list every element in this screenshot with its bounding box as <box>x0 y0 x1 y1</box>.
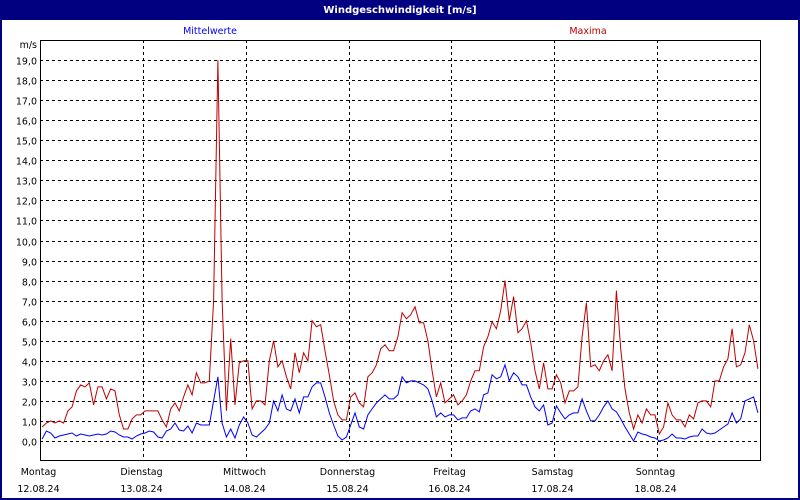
y-tick-label: 4,0 <box>22 358 37 369</box>
y-tick-label: 9,0 <box>22 258 37 269</box>
x-date-label: 16.08.24 <box>428 484 470 495</box>
y-axis: 0,0 1,0 2,0 3,0 4,0 5,0 6,0 7,0 8,0 9,0 10,0 11,0 12… <box>16 57 37 449</box>
y-tick-label: 15,0 <box>16 137 37 148</box>
y-tick-label: 14,0 <box>16 157 37 168</box>
x-day-label: Donnerstag <box>320 467 375 478</box>
y-axis-label: m/s <box>20 40 37 51</box>
y-tick-label: 0,0 <box>22 438 37 449</box>
x-date-label: 15.08.24 <box>326 484 368 495</box>
y-tick-label: 17,0 <box>16 97 37 108</box>
y-tick-label: 19,0 <box>16 57 37 68</box>
x-date-label: 14.08.24 <box>223 484 265 495</box>
y-tick-label: 16,0 <box>16 117 37 128</box>
x-date-label: 17.08.24 <box>531 484 573 495</box>
y-tick-label: 6,0 <box>22 318 37 329</box>
x-axis: Montag 12.08.24 Dienstag 13.08.24 Mittwoch 14… <box>17 467 676 495</box>
plot-frame <box>40 40 761 461</box>
legend-maxima: Maxima <box>569 26 606 37</box>
x-day-label: Montag <box>21 467 57 478</box>
series-lines <box>41 60 759 443</box>
legend-mittelwerte: Mittelwerte <box>183 26 237 37</box>
x-day-label: Dienstag <box>120 467 162 478</box>
x-date-label: 13.08.24 <box>120 484 162 495</box>
y-tick-label: 13,0 <box>16 177 37 188</box>
x-day-label: Freitag <box>433 467 466 478</box>
y-tick-label: 8,0 <box>22 278 37 289</box>
grid <box>40 40 760 460</box>
x-day-label: Samstag <box>532 467 574 478</box>
y-tick-label: 2,0 <box>22 398 37 409</box>
series-line-mittelwerte <box>41 363 759 443</box>
y-tick-label: 5,0 <box>22 338 37 349</box>
y-tick-label: 11,0 <box>16 217 37 228</box>
window-title: Windgeschwindigkeit [m/s] <box>2 2 798 20</box>
x-date-label: 12.08.24 <box>17 484 59 495</box>
x-day-label: Mittwoch <box>223 467 266 478</box>
series-line-maxima <box>41 60 759 436</box>
y-tick-label: 10,0 <box>16 238 37 249</box>
y-tick-label: 12,0 <box>16 197 37 208</box>
x-day-label: Sonntag <box>636 467 675 478</box>
y-tick-label: 18,0 <box>16 77 37 88</box>
y-tick-label: 3,0 <box>22 378 37 389</box>
y-tick-label: 1,0 <box>22 418 37 429</box>
x-date-label: 18.08.24 <box>634 484 676 495</box>
y-tick-label: 7,0 <box>22 298 37 309</box>
